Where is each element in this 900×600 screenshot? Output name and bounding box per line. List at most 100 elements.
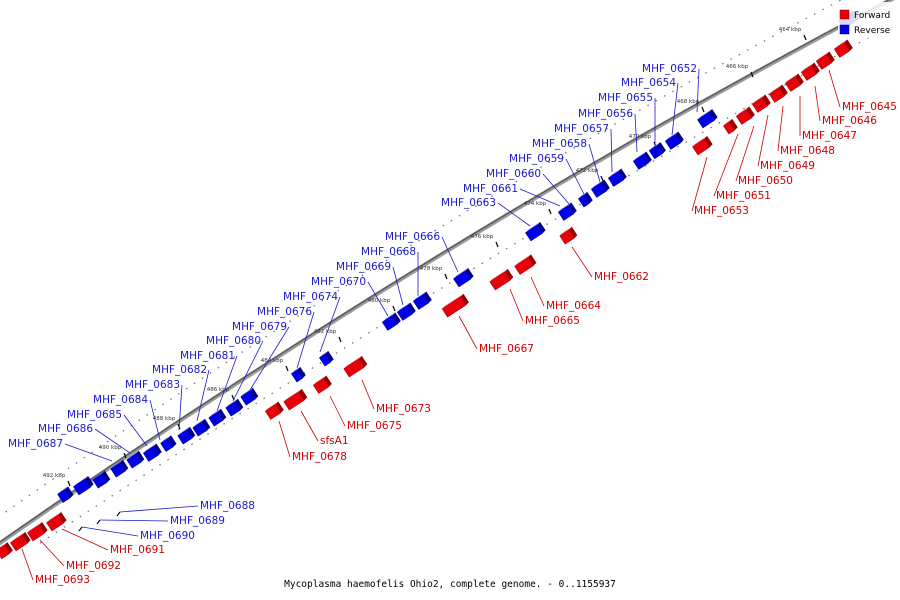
reverse-gene-block[interactable] <box>208 408 227 427</box>
gene-label-mhf-0656[interactable]: MHF_0656 <box>578 108 633 120</box>
gene-label-mhf-0665[interactable]: MHF_0665 <box>525 315 580 327</box>
gene-label-mhf-0688[interactable]: MHF_0688 <box>200 500 255 512</box>
gene-label-mhf-0686[interactable]: MHF_0686 <box>38 423 93 435</box>
label-leader-line <box>64 443 113 462</box>
gene-label-mhf-0654[interactable]: MHF_0654 <box>621 77 676 89</box>
forward-gene-block[interactable] <box>751 94 771 113</box>
forward-gene-block[interactable] <box>489 268 514 291</box>
gene-label-mhf-0678[interactable]: MHF_0678 <box>292 451 347 463</box>
forward-gene-block[interactable] <box>722 118 738 135</box>
reverse-gene-block[interactable] <box>192 418 211 437</box>
reverse-gene-block[interactable] <box>525 222 546 242</box>
gene-label-mhf-0687[interactable]: MHF_0687 <box>8 438 63 450</box>
gene-label-mhf-0689[interactable]: MHF_0689 <box>170 515 225 527</box>
gene-label-mhf-0693[interactable]: MHF_0693 <box>35 574 90 586</box>
forward-gene-block[interactable] <box>800 62 820 81</box>
reverse-gene-block[interactable] <box>240 387 259 406</box>
gene-label-mhf-0673[interactable]: MHF_0673 <box>376 403 431 415</box>
reverse-gene-block[interactable] <box>412 291 432 310</box>
reverse-gene-block[interactable] <box>381 312 401 331</box>
reverse-gene-block[interactable] <box>648 142 666 160</box>
reverse-gene-block[interactable] <box>453 268 474 288</box>
forward-gene-block[interactable] <box>833 39 853 58</box>
gene-label-mhf-0674[interactable]: MHF_0674 <box>283 291 338 303</box>
forward-gene-block[interactable] <box>735 106 755 125</box>
gene-label-mhf-0664[interactable]: MHF_0664 <box>546 300 601 312</box>
reverse-gene-block[interactable] <box>664 131 684 150</box>
forward-gene-block[interactable] <box>768 84 788 103</box>
gene-label-mhf-0690[interactable]: MHF_0690 <box>140 530 195 542</box>
gene-label-mhf-0670[interactable]: MHF_0670 <box>311 276 366 288</box>
forward-gene-block[interactable] <box>0 542 13 560</box>
forward-gene-block[interactable] <box>27 522 48 542</box>
gene-label-mhf-0661[interactable]: MHF_0661 <box>463 183 518 195</box>
reverse-gene-block[interactable] <box>607 168 627 187</box>
gene-label-mhf-0651[interactable]: MHF_0651 <box>716 190 771 202</box>
forward-gene-block[interactable] <box>514 254 537 275</box>
forward-gene-block[interactable] <box>559 226 578 245</box>
gene-label-mhf-0650[interactable]: MHF_0650 <box>738 175 793 187</box>
gene-label-mhf-0649[interactable]: MHF_0649 <box>760 160 815 172</box>
reverse-gene-block[interactable] <box>318 350 334 367</box>
gene-label-mhf-0667[interactable]: MHF_0667 <box>479 343 534 355</box>
forward-gene-block[interactable] <box>815 51 835 70</box>
gene-label-mhf-0653[interactable]: MHF_0653 <box>694 205 749 217</box>
gene-label-mhf-0659[interactable]: MHF_0659 <box>509 153 564 165</box>
gene-label-mhf-0646[interactable]: MHF_0646 <box>822 115 877 127</box>
ruler-tick-label: 476 kbp <box>471 234 494 240</box>
reverse-gene-block[interactable] <box>126 450 145 469</box>
gene-label-mhf-0655[interactable]: MHF_0655 <box>598 92 653 104</box>
reverse-gene-block[interactable] <box>577 191 593 208</box>
reverse-gene-block[interactable] <box>590 179 610 198</box>
gene-label-mhf-0668[interactable]: MHF_0668 <box>361 246 416 258</box>
gene-label-mhf-0652[interactable]: MHF_0652 <box>642 63 697 75</box>
forward-gene-block[interactable] <box>264 401 284 420</box>
reverse-gene-block[interactable] <box>396 302 416 321</box>
forward-gene-block[interactable] <box>10 532 31 552</box>
reverse-gene-block[interactable] <box>557 202 577 221</box>
label-leader-line <box>178 384 183 431</box>
gene-label-sfsa1[interactable]: sfsA1 <box>320 435 349 447</box>
gene-label-mhf-0657[interactable]: MHF_0657 <box>554 123 609 135</box>
gene-label-mhf-0683[interactable]: MHF_0683 <box>125 379 180 391</box>
gene-label-mhf-0691[interactable]: MHF_0691 <box>110 544 165 556</box>
gene-label-mhf-0662[interactable]: MHF_0662 <box>594 271 649 283</box>
forward-gene-block[interactable] <box>312 375 332 394</box>
reverse-gene-block[interactable] <box>110 459 129 478</box>
forward-gene-block[interactable] <box>441 293 469 318</box>
reverse-gene-block[interactable] <box>142 443 162 462</box>
reverse-gene-block[interactable] <box>290 366 306 383</box>
gene-label-mhf-0682[interactable]: MHF_0682 <box>152 364 207 376</box>
gene-label-mhf-0676[interactable]: MHF_0676 <box>257 306 312 318</box>
gene-label-mhf-0647[interactable]: MHF_0647 <box>802 130 857 142</box>
reverse-gene-block[interactable] <box>697 109 718 129</box>
forward-gene-block[interactable] <box>692 136 713 156</box>
gene-label-mhf-0680[interactable]: MHF_0680 <box>206 335 261 347</box>
reverse-gene-block[interactable] <box>92 470 111 489</box>
forward-gene-block[interactable] <box>343 355 368 378</box>
gene-label-mhf-0692[interactable]: MHF_0692 <box>66 560 121 572</box>
gene-label-mhf-0648[interactable]: MHF_0648 <box>780 145 835 157</box>
gene-label-mhf-0681[interactable]: MHF_0681 <box>180 350 235 362</box>
gene-label-mhf-0669[interactable]: MHF_0669 <box>336 261 391 273</box>
reverse-gene-block[interactable] <box>73 476 94 496</box>
gene-label-mhf-0663[interactable]: MHF_0663 <box>441 197 496 209</box>
gene-label-mhf-0675[interactable]: MHF_0675 <box>347 420 402 432</box>
label-leader-line <box>149 399 161 441</box>
gene-label-mhf-0658[interactable]: MHF_0658 <box>532 138 587 150</box>
gene-label-mhf-0666[interactable]: MHF_0666 <box>385 231 440 243</box>
gene-label-mhf-0684[interactable]: MHF_0684 <box>93 394 148 406</box>
forward-gene-block[interactable] <box>46 512 67 532</box>
reverse-gene-block[interactable] <box>160 435 177 452</box>
reverse-gene-block[interactable] <box>632 151 652 170</box>
reverse-gene-block[interactable] <box>225 398 244 417</box>
gene-label-mhf-0685[interactable]: MHF_0685 <box>67 409 122 421</box>
label-leader-line <box>367 281 389 317</box>
reverse-gene-block[interactable] <box>57 486 74 503</box>
forward-gene-block[interactable] <box>784 73 804 92</box>
gene-label-mhf-0660[interactable]: MHF_0660 <box>486 168 541 180</box>
gene-label-mhf-0679[interactable]: MHF_0679 <box>232 321 287 333</box>
forward-gene-block[interactable] <box>283 388 308 411</box>
reverse-gene-block[interactable] <box>177 426 196 445</box>
gene-label-mhf-0645[interactable]: MHF_0645 <box>842 101 897 113</box>
